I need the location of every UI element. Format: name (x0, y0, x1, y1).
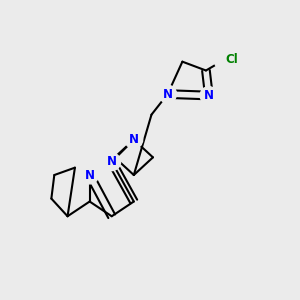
Text: N: N (85, 169, 94, 182)
Circle shape (103, 153, 121, 171)
Circle shape (200, 87, 218, 104)
Text: N: N (129, 133, 139, 146)
Circle shape (125, 131, 142, 148)
Text: N: N (204, 89, 214, 102)
Text: Cl: Cl (225, 53, 238, 66)
Circle shape (214, 48, 236, 70)
Text: N: N (107, 155, 117, 168)
Circle shape (159, 85, 176, 103)
Text: N: N (163, 88, 173, 100)
Circle shape (81, 166, 98, 184)
